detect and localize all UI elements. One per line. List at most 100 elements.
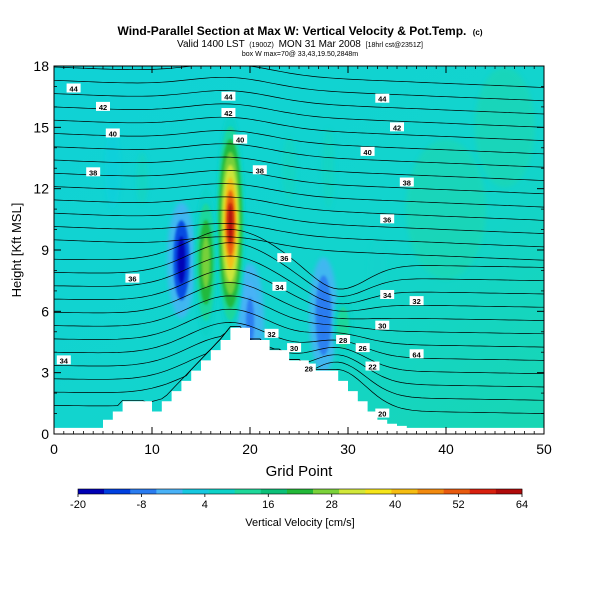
contour-label: 30 bbox=[287, 343, 302, 353]
theta-contour-line bbox=[54, 116, 544, 141]
contour-label-text: 26 bbox=[359, 344, 367, 353]
contour-label-text: 30 bbox=[290, 344, 298, 353]
contour-label-text: 44 bbox=[378, 95, 387, 104]
contour-label-text: 44 bbox=[69, 84, 78, 93]
colorbar-swatch bbox=[365, 489, 392, 494]
updraft-core bbox=[215, 113, 246, 334]
contour-label: 40 bbox=[233, 134, 248, 145]
contour-label-text: 30 bbox=[378, 322, 386, 331]
colorbar-tick-label: 4 bbox=[202, 499, 208, 511]
x-tick-label: 20 bbox=[242, 441, 258, 457]
theta-contour-line bbox=[54, 223, 544, 248]
contour-label: 44 bbox=[66, 83, 81, 93]
y-tick-label: 15 bbox=[33, 119, 49, 135]
contour-label: 32 bbox=[409, 296, 424, 306]
theta-contour-line bbox=[54, 242, 544, 297]
x-tick-label: 0 bbox=[50, 441, 58, 457]
contour-label-text: 44 bbox=[224, 93, 233, 102]
theta-contour-line bbox=[54, 236, 544, 261]
colorbar-swatch bbox=[260, 489, 288, 494]
y-axis-label: Height [Kft MSL] bbox=[9, 203, 24, 298]
theta-contours bbox=[54, 66, 544, 414]
theta-contour-line bbox=[54, 103, 544, 128]
colorbar-swatch bbox=[130, 489, 157, 494]
contour-label-text: 36 bbox=[280, 254, 288, 263]
y-tick-label: 9 bbox=[41, 242, 49, 258]
contour-label: 32 bbox=[264, 328, 279, 339]
theta-contour-line bbox=[54, 268, 544, 312]
contour-label-text: 20 bbox=[378, 410, 386, 419]
contour-label: 20 bbox=[375, 408, 390, 419]
theta-contour-line bbox=[54, 196, 544, 221]
colorbar-swatch bbox=[182, 489, 209, 494]
contour-labels: 44 42 40 38 36 34 44 42 40 38 44 42 40 38 36 36 34 34 32 30… bbox=[56, 83, 424, 419]
contour-label-text: 38 bbox=[89, 168, 97, 177]
colorbar-swatch bbox=[234, 489, 262, 494]
contour-label: 38 bbox=[399, 177, 414, 188]
colorbar-tick-label: 64 bbox=[516, 499, 528, 511]
valid-text: Valid 1400 LST bbox=[177, 39, 245, 50]
field-band bbox=[104, 128, 121, 209]
downdraft-core bbox=[167, 202, 196, 319]
contour-label-text: 28 bbox=[305, 365, 313, 374]
y-tick-label: 18 bbox=[33, 58, 49, 74]
contour-label-text: 40 bbox=[236, 136, 244, 145]
contour-label: 30 bbox=[375, 320, 390, 331]
colorbar-swatch bbox=[495, 489, 523, 494]
contour-label-text: 28 bbox=[339, 336, 347, 345]
field-band bbox=[282, 136, 297, 201]
contour-label: 36 bbox=[380, 214, 395, 224]
colorbar-tick-label: -8 bbox=[137, 499, 147, 511]
colorbar-label: Vertical Velocity [cm/s] bbox=[245, 517, 354, 529]
downdraft-core bbox=[309, 257, 338, 374]
chart-title-main: Wind-Parallel Section at Max W: Vertical… bbox=[118, 24, 467, 38]
field-band bbox=[136, 152, 149, 205]
colorbar-swatch bbox=[286, 489, 314, 494]
contour-label: 34 bbox=[380, 289, 395, 300]
contour-label: 28 bbox=[301, 363, 316, 374]
box-wmax-text: box W max=70@ 33,43,19.50,2848m bbox=[242, 51, 358, 58]
theta-contour-line bbox=[54, 209, 544, 234]
x-tick-label: 30 bbox=[340, 441, 356, 457]
contour-label: 38 bbox=[252, 165, 267, 175]
theta-contour-line bbox=[54, 66, 544, 88]
x-axis-label: Grid Point bbox=[266, 463, 334, 480]
contour-label: 28 bbox=[336, 334, 351, 345]
y-tick-label: 6 bbox=[41, 303, 49, 319]
theta-contour-line bbox=[54, 90, 544, 115]
contour-label: 34 bbox=[56, 355, 71, 365]
plot-area: 44 42 40 38 36 34 44 42 40 38 44 42 40 38 36 36 34 34 32 30… bbox=[54, 66, 544, 434]
contour-label-text: 32 bbox=[412, 297, 420, 306]
contour-label: 42 bbox=[221, 108, 236, 118]
theta-contour-line bbox=[54, 326, 544, 388]
contour-label: 42 bbox=[390, 122, 404, 132]
chart-title-mark: (c) bbox=[473, 28, 483, 37]
colorbar-tick-label: 28 bbox=[326, 499, 338, 511]
theta-contour-line bbox=[54, 143, 544, 168]
colorbar-swatch bbox=[417, 489, 444, 494]
colorbar: -20 -8 4 16 28 40 52 64 bbox=[70, 488, 528, 511]
x-tick-label: 10 bbox=[144, 441, 160, 457]
theta-contour-line bbox=[54, 130, 544, 155]
contour-label: 42 bbox=[96, 101, 110, 112]
x-tick-label: 40 bbox=[438, 441, 454, 457]
contour-label-text: 42 bbox=[224, 109, 232, 118]
contour-label-text: 42 bbox=[393, 123, 401, 132]
field-band bbox=[322, 128, 335, 209]
contour-label-text: 34 bbox=[275, 283, 284, 292]
contour-label: 38 bbox=[86, 167, 101, 177]
theta-contour-line bbox=[54, 322, 544, 361]
theta-contour-line bbox=[54, 255, 544, 305]
colorbar-swatch bbox=[443, 489, 471, 494]
contour-label-text: 42 bbox=[99, 103, 107, 112]
colorbar-tick-label: 52 bbox=[452, 499, 464, 511]
contour-label-text: 36 bbox=[128, 275, 136, 284]
y-tick-label: 3 bbox=[41, 365, 49, 381]
colorbar-tick-label: 16 bbox=[262, 499, 274, 511]
contour-label: 44 bbox=[221, 91, 236, 102]
theta-contour-line bbox=[54, 326, 544, 375]
contour-label-text: 38 bbox=[403, 179, 411, 188]
theta-contour-line bbox=[54, 308, 544, 348]
colorbar-swatch bbox=[208, 489, 236, 494]
